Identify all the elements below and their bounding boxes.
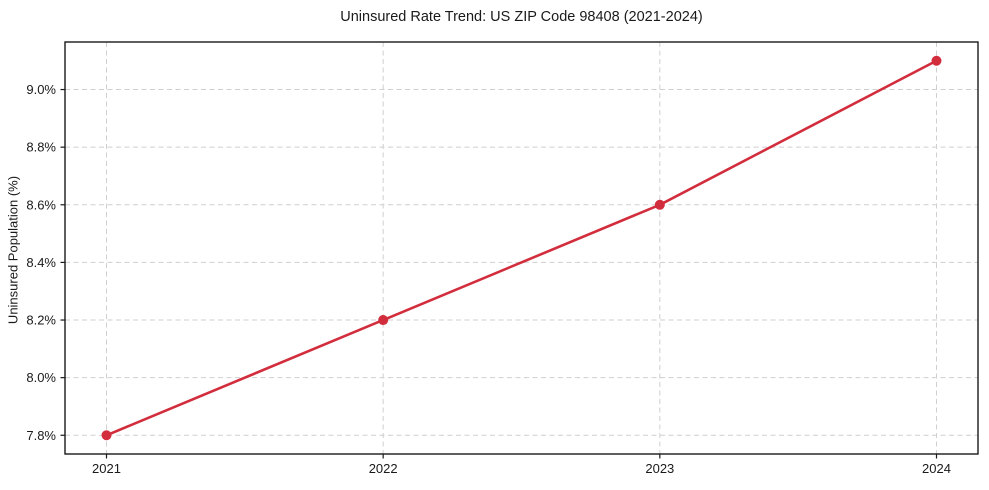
x-tick-label: 2022 (369, 461, 398, 476)
plot-border (64, 41, 979, 455)
y-tick-label: 8.2% (26, 313, 56, 328)
y-tick-label: 8.4% (26, 255, 56, 270)
trend-line (105, 59, 938, 437)
y-tick-label: 9.0% (26, 82, 56, 97)
chart-title: Uninsured Rate Trend: US ZIP Code 98408 … (340, 9, 703, 25)
y-tick-label: 8.6% (26, 197, 56, 212)
data-point-2021 (101, 430, 112, 441)
y-tick-label: 7.8% (26, 428, 56, 443)
data-point-2022 (378, 315, 389, 326)
x-tick-label: 2023 (645, 461, 674, 476)
data-point-2024 (931, 55, 942, 66)
y-tick-label: 8.0% (26, 370, 56, 385)
x-tick-label: 2021 (92, 461, 121, 476)
y-tick-label: 8.8% (26, 140, 56, 155)
x-tick-label: 2024 (922, 461, 951, 476)
data-point-2023 (654, 199, 665, 210)
